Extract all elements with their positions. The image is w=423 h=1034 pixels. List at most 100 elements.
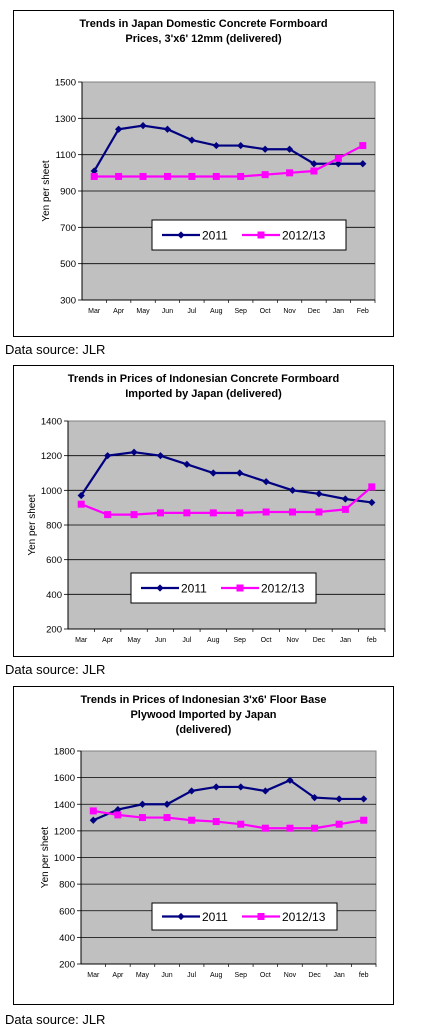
series-markers-2012-13 [77, 483, 376, 519]
data-point-marker [77, 500, 85, 508]
data-point-marker [286, 169, 294, 177]
x-tick-label: Nov [283, 308, 296, 315]
legend-swatch-marker [236, 584, 244, 592]
x-tick-label: Sep [235, 972, 248, 979]
x-tick-label: Feb [357, 308, 369, 315]
x-tick-label: Jul [182, 637, 191, 644]
y-tick-label: 300 [60, 296, 76, 307]
y-tick-label: 200 [46, 625, 62, 636]
x-tick-label: Nov [284, 972, 297, 979]
series-line-2012-13 [80, 486, 373, 516]
chart-title-line: Imported by Japan (delivered) [125, 388, 282, 400]
data-point-marker [310, 160, 318, 168]
y-tick-label: 1000 [41, 486, 62, 497]
data-source-caption: Data source: JLR [5, 342, 106, 357]
legend-label: 2011 [181, 582, 207, 596]
x-tick-label: Mar [88, 308, 101, 315]
x-tick-label: May [136, 308, 150, 315]
y-tick-label: 1800 [54, 747, 75, 758]
data-point-marker [212, 141, 220, 150]
chart-svg: 200 400 600 800 1000 1200 1400 1600 1800 Mar Apr Ma… [40, 747, 377, 979]
chart-panel-1: Trends in Japan Domestic Concrete Formbo… [13, 10, 394, 337]
data-point-marker [156, 509, 164, 517]
x-tick-label: Jan [333, 972, 344, 979]
y-tick-label: 1400 [41, 417, 62, 428]
series-line-2012-13 [93, 809, 364, 830]
legend-swatch-marker [156, 584, 164, 592]
legend-swatch-marker [177, 231, 185, 239]
chart-svg: 300 500 700 900 1100 1300 1500 Mar Apr May Jun Jul A… [41, 78, 376, 315]
data-point-marker [286, 824, 294, 832]
data-point-marker [261, 145, 269, 153]
legend-label: 2012/13 [282, 910, 326, 924]
x-tick-label: Dec [313, 637, 326, 644]
x-tick-label: May [127, 637, 141, 644]
data-point-marker [368, 483, 376, 491]
y-tick-label: 400 [46, 590, 62, 601]
y-tick-label: 1600 [54, 773, 75, 784]
series-markers-2011 [90, 122, 367, 175]
y-tick-label: 400 [59, 933, 75, 944]
data-point-marker [163, 800, 171, 808]
data-point-marker [139, 122, 147, 130]
x-tick-label: Dec [308, 308, 321, 315]
data-point-marker [90, 172, 98, 180]
data-point-marker [285, 145, 294, 153]
data-point-marker [310, 793, 319, 802]
series-line-2011 [92, 779, 364, 822]
data-point-marker [188, 172, 196, 180]
x-tick-label: May [136, 972, 150, 979]
y-tick-label: 1000 [54, 853, 75, 864]
x-tick-label: Jun [161, 972, 172, 979]
chart-title: Trends in Prices of Indonesian 3'x6' Flo… [14, 693, 393, 738]
legend-label: 2012/13 [282, 229, 326, 243]
data-point-marker [104, 511, 112, 519]
y-tick-label: 900 [60, 187, 76, 198]
chart-svg: 200 400 600 800 1000 1200 1400 Mar Apr May Jun Jul A… [27, 417, 386, 644]
data-point-marker [138, 814, 146, 822]
x-tick-label: Aug [210, 972, 223, 979]
data-point-marker [212, 818, 220, 826]
data-point-marker [311, 824, 319, 832]
x-tick-label: Sep [233, 637, 246, 644]
x-tick-label: Jul [187, 972, 196, 979]
data-point-marker [77, 491, 85, 500]
data-point-marker [359, 160, 367, 168]
data-point-marker [130, 511, 138, 519]
data-point-marker [262, 508, 270, 516]
legend-swatch-marker [257, 231, 265, 239]
data-point-marker [261, 787, 269, 795]
series-markers-2012-13 [89, 807, 368, 832]
y-axis-label: Yen per sheet [27, 494, 38, 556]
data-point-marker [315, 490, 323, 498]
data-point-marker [236, 509, 244, 517]
data-point-marker [261, 824, 269, 832]
data-point-marker [90, 167, 98, 175]
chart-title-line: Trends in Japan Domestic Concrete Formbo… [79, 18, 328, 30]
data-point-marker [130, 448, 138, 456]
data-source-caption: Data source: JLR [5, 662, 106, 677]
data-point-marker [188, 787, 196, 795]
chart-title: Trends in Japan Domestic Concrete Formbo… [14, 17, 393, 47]
y-tick-label: 600 [46, 555, 62, 566]
x-tick-label: Apr [113, 308, 125, 315]
series-line-2012-13 [94, 144, 364, 178]
data-point-marker [163, 125, 172, 133]
data-point-marker [360, 816, 368, 824]
data-point-marker [114, 811, 122, 819]
x-tick-label: Apr [102, 637, 114, 644]
chart-title-line: Plywood Imported by Japan [130, 709, 277, 721]
x-tick-label: Apr [112, 972, 124, 979]
chart-title-line: Trends in Prices of Indonesian Concrete … [67, 373, 340, 385]
x-tick-label: Jan [333, 308, 344, 315]
y-tick-label: 500 [60, 259, 76, 270]
data-point-marker [139, 172, 147, 180]
x-tick-label: Aug [210, 308, 223, 315]
data-point-marker [209, 509, 217, 517]
legend-label: 2011 [202, 910, 228, 924]
x-tick-label: Jun [162, 308, 173, 315]
data-point-marker [138, 800, 147, 808]
y-tick-label: 600 [59, 906, 75, 917]
legend-label: 2011 [202, 229, 228, 243]
y-tick-label: 1400 [54, 800, 75, 811]
